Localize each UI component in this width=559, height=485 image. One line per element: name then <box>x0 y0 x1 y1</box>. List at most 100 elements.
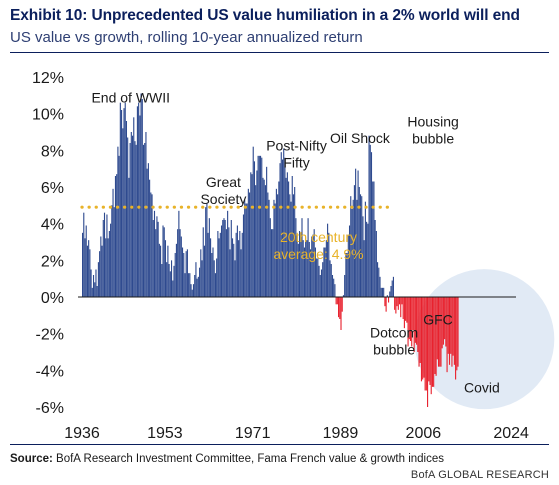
bar-mark <box>205 207 207 297</box>
bar-mark <box>448 297 451 365</box>
bar-mark <box>364 201 366 297</box>
bar-mark <box>266 166 268 297</box>
bar-mark <box>188 273 190 297</box>
annotation-line: GFC <box>423 312 453 328</box>
bar-mark <box>387 297 390 303</box>
y-axis-tick-labels: 12% 10% 8% 6% 4% 2% 0% -2% -4% -6% <box>32 70 64 417</box>
average-label: 20th century average: 4.9% <box>273 229 363 262</box>
bar-mark <box>180 236 182 297</box>
bar-mark <box>352 199 354 297</box>
bar-mark <box>181 247 184 297</box>
bar-mark <box>444 297 446 340</box>
bar-mark <box>100 236 102 297</box>
annotation-label: Housing bubble <box>407 114 458 147</box>
bar-mark <box>269 218 271 297</box>
bar-mark <box>336 297 338 305</box>
bar-mark <box>122 128 124 297</box>
bar-mark <box>216 258 218 297</box>
bar-mark <box>280 152 282 297</box>
bar-mark <box>303 247 305 297</box>
bar-mark <box>366 221 368 297</box>
bar-mark <box>166 262 168 297</box>
bar-mark <box>102 220 104 297</box>
bar-mark <box>144 143 146 297</box>
bar-mark <box>223 218 225 297</box>
bar-mark <box>96 286 98 297</box>
x-tick-label: 1953 <box>147 425 183 442</box>
bar-mark <box>288 181 290 297</box>
bar-mark <box>185 251 187 297</box>
bar-mark <box>357 170 359 297</box>
bar-mark <box>403 297 405 329</box>
bar-mark <box>377 262 379 297</box>
bar-mark <box>241 232 243 297</box>
bar-mark <box>272 229 274 297</box>
bar-mark <box>307 218 309 297</box>
annotation-line: bubble <box>373 341 415 357</box>
bar-mark <box>314 247 316 297</box>
bar-mark <box>145 132 147 297</box>
bar-mark <box>233 243 235 297</box>
bar-mark <box>429 297 431 385</box>
bar-mark <box>258 155 260 297</box>
bar-mark <box>453 297 455 365</box>
annotation-label: GFC <box>423 312 453 328</box>
bar-mark <box>161 264 163 297</box>
bar-mark <box>230 220 232 297</box>
bar-mark <box>320 269 323 297</box>
bar-mark <box>346 253 348 297</box>
bar-mark <box>375 231 377 297</box>
bar-mark <box>440 297 442 367</box>
bar-mark <box>289 194 291 297</box>
bar-mark <box>344 275 346 297</box>
bar-mark <box>331 275 334 297</box>
bar-mark <box>386 295 388 297</box>
bar-mark <box>277 194 279 297</box>
bar-mark <box>397 297 399 310</box>
bar-mark <box>317 258 319 297</box>
bar-mark <box>183 253 185 297</box>
bar-mark <box>206 203 208 297</box>
bar-mark <box>99 251 101 297</box>
bar-mark <box>224 220 226 297</box>
bar-mark <box>151 194 153 297</box>
bar-mark <box>338 297 340 318</box>
annotation-line: Oil Shock <box>330 130 391 146</box>
bar-mark <box>373 181 375 297</box>
bar-mark <box>414 297 416 343</box>
bar-mark <box>227 210 229 297</box>
bar-mark <box>152 220 154 297</box>
bar-mark <box>167 245 169 297</box>
bar-mark <box>129 143 131 297</box>
bar-mark <box>130 132 132 297</box>
y-tick-label: 4% <box>41 217 64 234</box>
bar-mark <box>325 240 327 297</box>
bar-mark <box>439 297 441 367</box>
bar-mark <box>110 223 112 297</box>
bar-mark <box>257 155 259 297</box>
bar-mark <box>231 238 234 297</box>
bar-mark <box>242 214 245 297</box>
annotation-line: End of WWII <box>91 90 170 106</box>
bar-mark <box>150 192 152 297</box>
bar-mark <box>442 297 444 345</box>
source-text: BofA Research Investment Committee, Fama… <box>52 453 444 465</box>
bar-mark <box>335 297 337 305</box>
bar-mark <box>125 121 128 297</box>
bar-mark <box>228 227 230 297</box>
bar-mark <box>351 209 353 297</box>
bar-mark <box>302 240 304 297</box>
bar-mark <box>190 284 192 297</box>
bar-mark <box>97 262 99 297</box>
bar-mark <box>411 297 413 347</box>
bar-mark <box>173 265 175 297</box>
annotation-line: Society <box>200 191 246 207</box>
bar-mark <box>300 232 302 297</box>
bar-mark <box>134 141 136 297</box>
bar-mark <box>253 161 256 297</box>
bar-mark <box>136 106 138 297</box>
bar-mark <box>127 137 129 297</box>
x-tick-label: 2006 <box>406 425 442 442</box>
bar-mark <box>94 282 96 297</box>
